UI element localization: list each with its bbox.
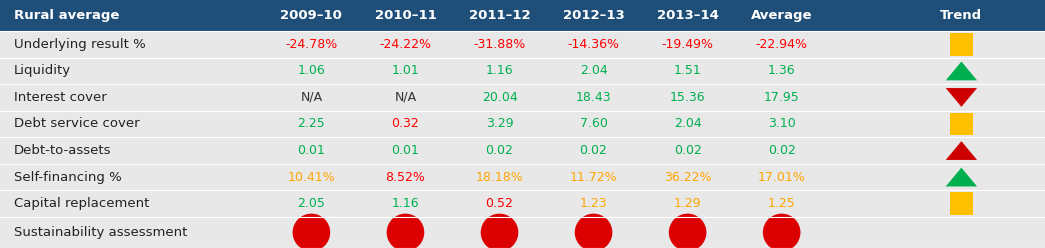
Ellipse shape: [575, 214, 612, 248]
Text: Liquidity: Liquidity: [14, 64, 71, 77]
Text: 0.32: 0.32: [392, 118, 419, 130]
Text: N/A: N/A: [394, 91, 417, 104]
Text: 1.51: 1.51: [674, 64, 701, 77]
Text: 1.25: 1.25: [768, 197, 795, 210]
Bar: [950, 113, 973, 135]
Text: Capital replacement: Capital replacement: [14, 197, 149, 210]
Text: 0.02: 0.02: [486, 144, 513, 157]
Text: 1.36: 1.36: [768, 64, 795, 77]
Text: Debt service cover: Debt service cover: [14, 118, 139, 130]
Text: -31.88%: -31.88%: [473, 38, 526, 51]
Text: 18.18%: 18.18%: [475, 171, 524, 184]
Text: 20.04: 20.04: [482, 91, 517, 104]
Bar: [0, 31, 1045, 58]
Polygon shape: [946, 168, 977, 186]
Text: 2.04: 2.04: [580, 64, 607, 77]
Text: 2012–13: 2012–13: [562, 9, 625, 22]
Bar: [0, 217, 1045, 248]
Ellipse shape: [763, 214, 800, 248]
Text: 0.02: 0.02: [768, 144, 795, 157]
Ellipse shape: [387, 214, 424, 248]
Text: 0.01: 0.01: [298, 144, 325, 157]
Text: 0.02: 0.02: [674, 144, 701, 157]
Ellipse shape: [293, 214, 330, 248]
Text: 2009–10: 2009–10: [280, 9, 343, 22]
Text: Underlying result %: Underlying result %: [14, 38, 145, 51]
Text: 10.41%: 10.41%: [287, 171, 335, 184]
Text: Debt-to-assets: Debt-to-assets: [14, 144, 111, 157]
Text: 18.43: 18.43: [576, 91, 611, 104]
Text: 15.36: 15.36: [670, 91, 705, 104]
Bar: [0, 58, 1045, 84]
Bar: [950, 33, 973, 56]
Text: -24.22%: -24.22%: [379, 38, 432, 51]
Text: -14.36%: -14.36%: [567, 38, 620, 51]
Ellipse shape: [481, 214, 518, 248]
Text: 2010–11: 2010–11: [374, 9, 437, 22]
Text: Trend: Trend: [940, 9, 982, 22]
Text: -19.49%: -19.49%: [661, 38, 714, 51]
Bar: [0, 0, 1045, 31]
Text: -24.78%: -24.78%: [285, 38, 338, 51]
Text: 11.72%: 11.72%: [570, 171, 618, 184]
Text: 8.52%: 8.52%: [386, 171, 425, 184]
Polygon shape: [946, 62, 977, 80]
Text: Average: Average: [751, 9, 812, 22]
Bar: [950, 192, 973, 215]
Text: 1.16: 1.16: [392, 197, 419, 210]
Text: -22.94%: -22.94%: [756, 38, 808, 51]
Text: 1.16: 1.16: [486, 64, 513, 77]
Text: N/A: N/A: [300, 91, 323, 104]
Text: 1.23: 1.23: [580, 197, 607, 210]
Bar: [0, 190, 1045, 217]
Bar: [0, 84, 1045, 111]
Text: 17.01%: 17.01%: [758, 171, 806, 184]
Text: 3.29: 3.29: [486, 118, 513, 130]
Ellipse shape: [669, 214, 706, 248]
Text: Rural average: Rural average: [14, 9, 119, 22]
Text: 2.04: 2.04: [674, 118, 701, 130]
Text: 2.25: 2.25: [298, 118, 325, 130]
Text: 1.01: 1.01: [392, 64, 419, 77]
Text: 1.29: 1.29: [674, 197, 701, 210]
Text: Interest cover: Interest cover: [14, 91, 107, 104]
Text: 17.95: 17.95: [764, 91, 799, 104]
Bar: [0, 137, 1045, 164]
Text: 2.05: 2.05: [298, 197, 325, 210]
Polygon shape: [946, 88, 977, 107]
Text: 7.60: 7.60: [580, 118, 607, 130]
Text: 36.22%: 36.22%: [664, 171, 712, 184]
Text: 0.01: 0.01: [392, 144, 419, 157]
Text: Self-financing %: Self-financing %: [14, 171, 121, 184]
Text: 1.06: 1.06: [298, 64, 325, 77]
Text: 0.52: 0.52: [486, 197, 513, 210]
Text: 0.02: 0.02: [580, 144, 607, 157]
Text: Sustainability assessment: Sustainability assessment: [14, 226, 187, 239]
Text: 2011–12: 2011–12: [469, 9, 530, 22]
Polygon shape: [946, 141, 977, 160]
Bar: [0, 111, 1045, 137]
Text: 3.10: 3.10: [768, 118, 795, 130]
Bar: [0, 164, 1045, 190]
Text: 2013–14: 2013–14: [656, 9, 719, 22]
